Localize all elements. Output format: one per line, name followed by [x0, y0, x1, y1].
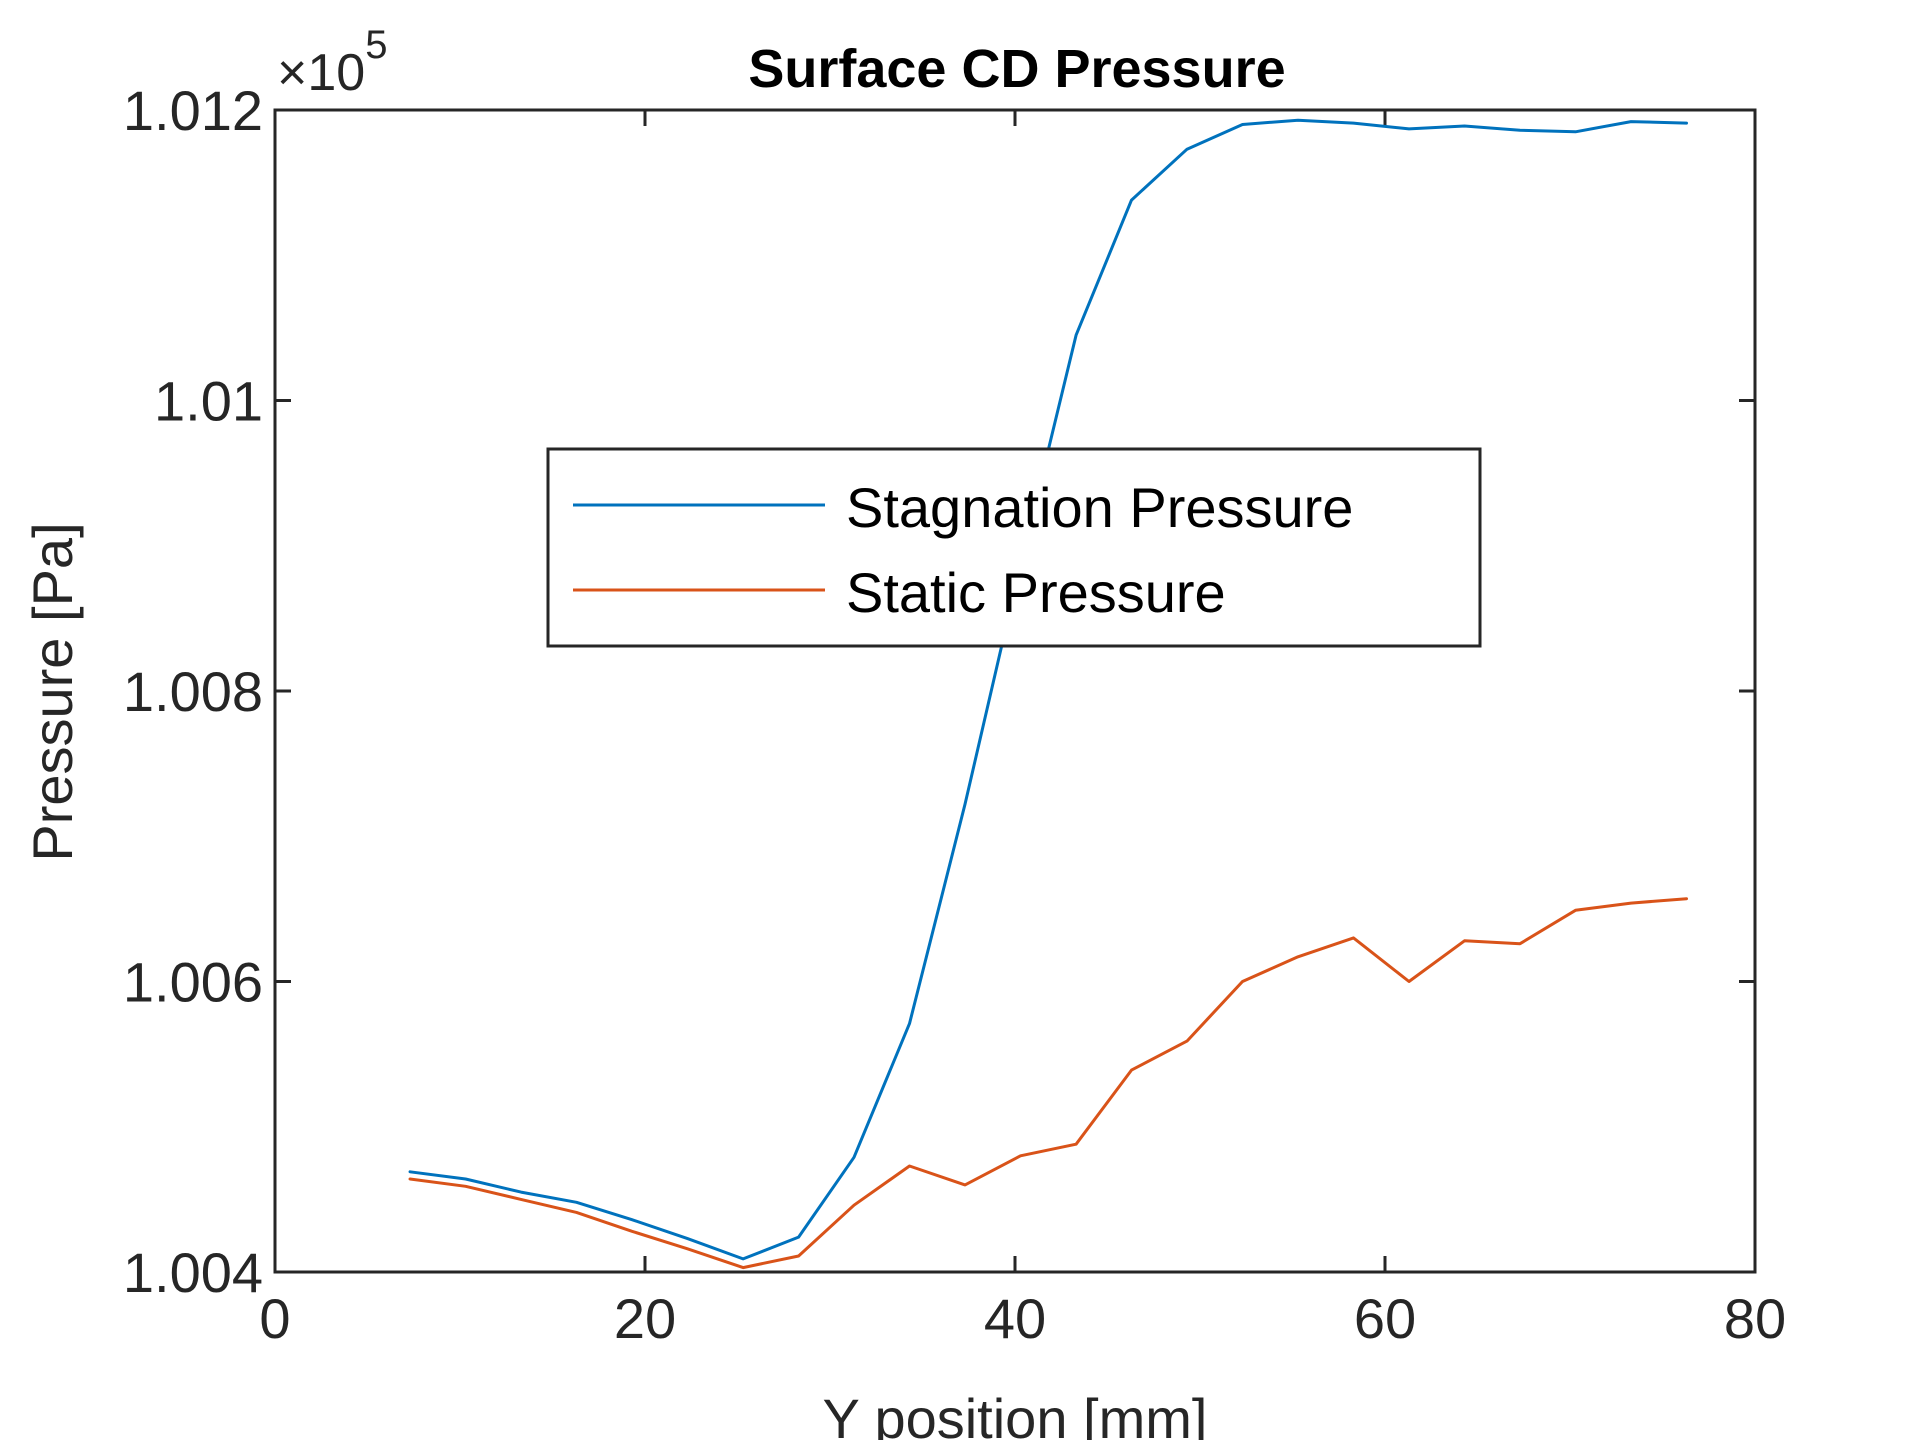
x-tick-label: 40 [984, 1287, 1046, 1350]
x-tick-label: 0 [259, 1287, 290, 1350]
chart-title: Surface CD Pressure [748, 39, 1285, 99]
series-line-static-pressure [408, 897, 1688, 1270]
tick-labels: 0 20 40 60 80 1.004 1.006 1.008 1.01 1.012 [123, 79, 1786, 1350]
legend-box [546, 447, 1482, 648]
x-axis-label: Y position [mm] [823, 1387, 1208, 1440]
y-tick-label: 1.006 [123, 951, 263, 1014]
y-tick-label: 1.01 [154, 370, 263, 433]
y-tick-label: 1.008 [123, 660, 263, 723]
axes-box [273, 108, 1757, 1274]
x-tick-label: 20 [614, 1287, 676, 1350]
legend: Stagnation Pressure Static Pressure [546, 447, 1482, 648]
y-axis-multiplier-base: ×10 [277, 44, 365, 102]
y-tick-label: 1.012 [123, 79, 263, 142]
y-axis-multiplier-exponent: 5 [365, 23, 387, 67]
y-axis-multiplier: ×105 [277, 23, 387, 102]
legend-label-static-pressure: Static Pressure [846, 561, 1226, 624]
legend-label-stagnation-pressure: Stagnation Pressure [846, 476, 1353, 539]
y-axis-label: Pressure [Pa] [21, 522, 84, 861]
x-tick-label: 80 [1724, 1287, 1786, 1350]
x-tick-label: 60 [1354, 1287, 1416, 1350]
y-tick-label: 1.004 [123, 1241, 263, 1304]
